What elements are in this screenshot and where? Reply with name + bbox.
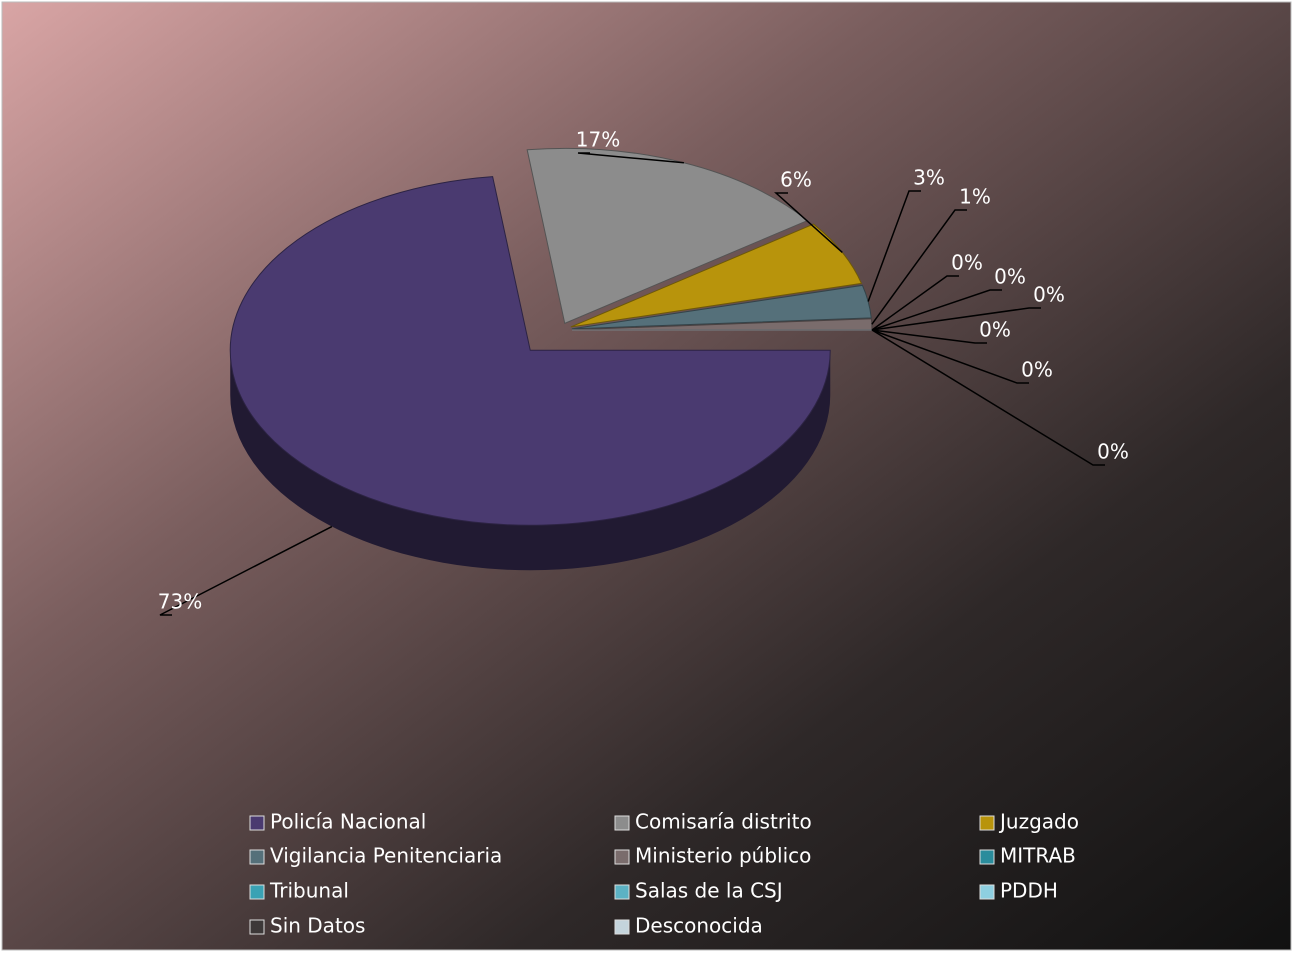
leader-line	[871, 289, 1002, 331]
pie-sides	[230, 350, 831, 571]
data-label: 0%	[994, 265, 1026, 289]
legend-swatch	[249, 919, 265, 935]
data-label: 0%	[1097, 440, 1129, 464]
pie-tops	[229, 147, 873, 526]
legend-swatch	[249, 815, 265, 831]
legend-label: MITRAB	[1000, 844, 1076, 868]
data-label: 0%	[1033, 283, 1065, 307]
legend-swatch	[614, 919, 630, 935]
legend-label: Ministerio público	[635, 844, 811, 868]
leader-line	[774, 192, 843, 253]
legend: Policía Nacional Comisaría distrito Juzgad…	[249, 810, 1079, 938]
legend-label: PDDH	[1000, 879, 1058, 903]
leader-line	[871, 275, 959, 331]
legend-swatch	[614, 884, 630, 900]
legend-swatch	[249, 884, 265, 900]
leader-line	[871, 329, 1029, 384]
legend-label: Tribunal	[269, 879, 349, 903]
data-label: 0%	[979, 318, 1011, 342]
legend-swatch	[979, 815, 995, 831]
slice	[229, 176, 831, 526]
legend-label: Comisaría distrito	[635, 810, 812, 834]
legend-swatch	[979, 849, 995, 865]
data-label: 73%	[158, 590, 202, 614]
leader-line	[159, 525, 333, 616]
slice	[570, 223, 863, 328]
leader-line	[871, 307, 1041, 331]
legend-swatch	[979, 884, 995, 900]
data-label: 0%	[951, 251, 983, 275]
data-labels: 73% 17% 6% 3% 1% 0% 0% 0% 0% 0% 0%	[158, 128, 1129, 616]
legend-swatch	[614, 849, 630, 865]
leader-line	[577, 152, 684, 164]
data-label: 3%	[913, 166, 945, 190]
leader-line	[871, 209, 967, 325]
legend-label: Juzgado	[998, 810, 1079, 834]
legend-label: Desconocida	[635, 914, 763, 938]
leader-line	[867, 190, 921, 302]
leader-line	[871, 329, 987, 344]
legend-label: Salas de la CSJ	[635, 879, 783, 903]
legend-label: Policía Nacional	[270, 810, 426, 834]
legend-swatch	[249, 849, 265, 865]
leader-line	[871, 329, 1105, 466]
data-label: 0%	[1021, 358, 1053, 382]
data-label: 17%	[576, 128, 620, 152]
slice-side	[230, 350, 831, 571]
legend-label: Sin Datos	[270, 914, 365, 938]
data-label: 1%	[959, 185, 991, 209]
legend-label: Vigilancia Penitenciaria	[270, 844, 502, 868]
data-label: 6%	[780, 168, 812, 192]
legend-swatch	[614, 815, 630, 831]
